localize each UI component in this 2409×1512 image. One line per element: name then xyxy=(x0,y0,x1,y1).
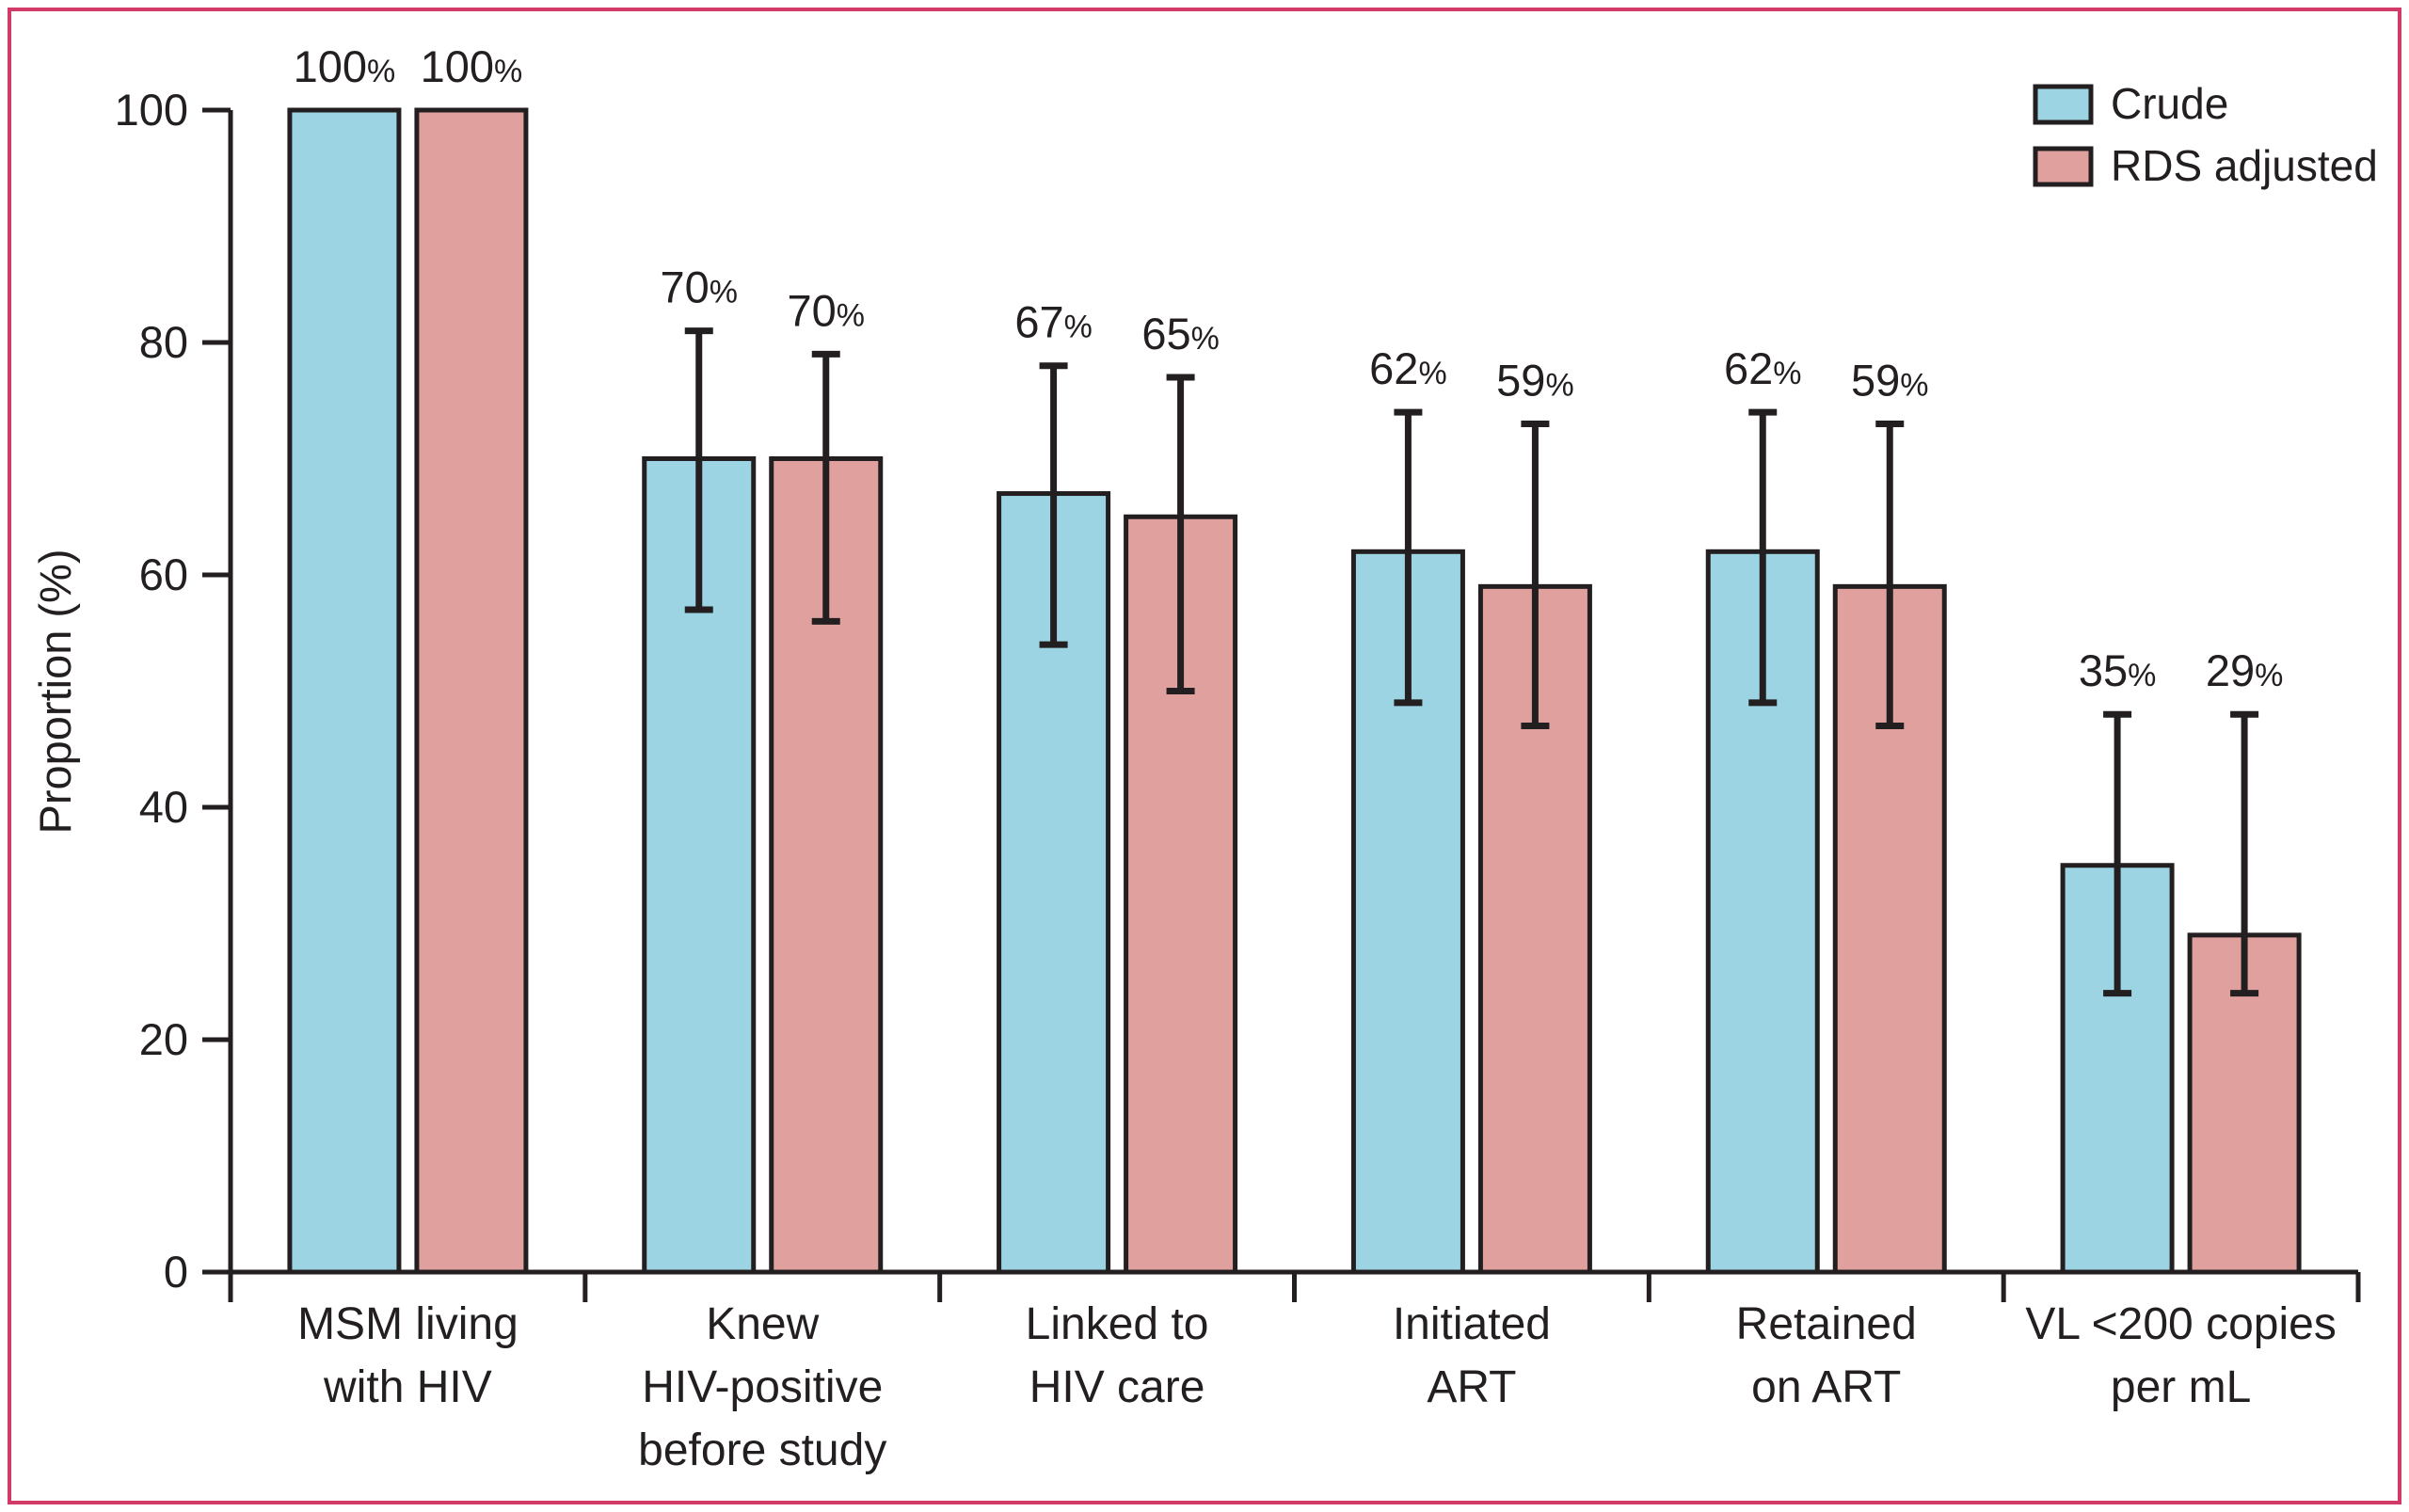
y-tick-label-60: 60 xyxy=(139,549,188,599)
category-label-3-line-0: Initiated xyxy=(1393,1299,1551,1349)
value-label-crude-3: 62% xyxy=(1369,343,1447,393)
value-label-crude-0: 100% xyxy=(294,41,396,91)
bar-crude-0 xyxy=(287,107,402,1275)
category-label-5-line-1: per mL xyxy=(2111,1362,2251,1412)
legend-swatch-crude xyxy=(2033,84,2094,125)
y-tick-label-80: 80 xyxy=(139,317,188,367)
category-label-2-line-0: Linked to xyxy=(1026,1299,1209,1349)
category-label-0-line-0: MSM living xyxy=(297,1299,518,1349)
y-tick-label-100: 100 xyxy=(115,85,188,135)
y-tick-label-40: 40 xyxy=(139,782,188,832)
category-label-0-line-1: with HIV xyxy=(323,1362,492,1412)
value-label-rds-1: 70% xyxy=(787,285,865,335)
y-tick-label-20: 20 xyxy=(139,1014,188,1064)
value-label-crude-1: 70% xyxy=(660,263,738,312)
value-label-crude-5: 35% xyxy=(2079,645,2157,695)
category-label-1-line-2: before study xyxy=(638,1425,886,1475)
legend-label-crude: Crude xyxy=(2111,79,2228,128)
category-label-2-line-1: HIV care xyxy=(1029,1362,1205,1412)
y-axis-title: Proportion (%) xyxy=(30,549,80,835)
value-label-rds-4: 59% xyxy=(1851,355,1929,405)
category-label-1-line-1: HIV-positive xyxy=(642,1362,883,1412)
category-label-4-line-1: on ART xyxy=(1751,1362,1901,1412)
value-label-crude-4: 62% xyxy=(1724,343,1802,393)
bar-rds-0 xyxy=(414,107,529,1275)
value-label-crude-2: 67% xyxy=(1014,297,1093,347)
category-label-5-line-0: VL <200 copies xyxy=(2025,1299,2336,1349)
y-tick-label-0: 0 xyxy=(164,1247,188,1297)
plot-area: 100% 70% 67% 62% 62% 35% 100% 70% 65% 59% 59% 29% 0 2… xyxy=(115,41,2378,1475)
legend-label-rds: RDS adjusted xyxy=(2111,141,2378,190)
legend-swatch-rds xyxy=(2033,146,2094,187)
value-label-rds-3: 59% xyxy=(1496,355,1574,405)
category-label-4-line-0: Retained xyxy=(1736,1299,1917,1349)
value-label-rds-0: 100% xyxy=(421,41,523,91)
category-label-1-line-0: Knew xyxy=(706,1299,819,1349)
value-label-rds-5: 29% xyxy=(2206,645,2284,695)
value-label-rds-2: 65% xyxy=(1141,309,1220,358)
category-label-3-line-1: ART xyxy=(1427,1362,1516,1412)
